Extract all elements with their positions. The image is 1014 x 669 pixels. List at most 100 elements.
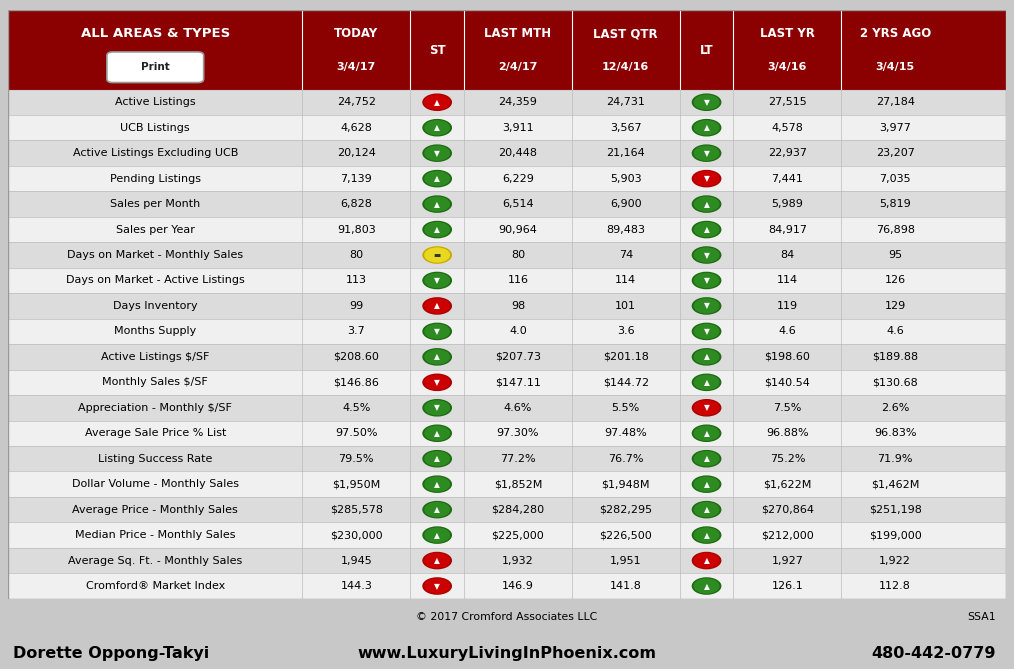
Text: Listing Success Rate: Listing Success Rate	[98, 454, 213, 464]
Bar	[8, 522, 1006, 548]
Bar	[8, 115, 1006, 140]
Text: UCB Listings: UCB Listings	[121, 122, 190, 132]
Circle shape	[694, 553, 720, 568]
Text: LAST QTR: LAST QTR	[593, 27, 658, 40]
Text: $270,864: $270,864	[760, 504, 814, 514]
Circle shape	[692, 527, 721, 544]
Text: 3/4/16: 3/4/16	[768, 62, 807, 72]
Bar	[8, 217, 1006, 242]
Text: ▼: ▼	[434, 276, 440, 285]
Text: 24,359: 24,359	[499, 97, 537, 107]
Text: 71.9%: 71.9%	[877, 454, 913, 464]
Text: Days Inventory: Days Inventory	[113, 301, 198, 311]
Text: Active Listings: Active Listings	[115, 97, 196, 107]
Text: $285,578: $285,578	[330, 504, 383, 514]
Circle shape	[694, 171, 720, 186]
Text: 2/4/17: 2/4/17	[498, 62, 537, 72]
Text: 112.8: 112.8	[879, 581, 911, 591]
Circle shape	[424, 451, 450, 466]
Text: 126: 126	[884, 276, 906, 286]
Text: ▼: ▼	[704, 174, 710, 183]
Circle shape	[424, 197, 450, 211]
Bar	[8, 10, 1006, 90]
Circle shape	[422, 195, 452, 213]
Text: ▼: ▼	[434, 581, 440, 591]
Circle shape	[692, 221, 721, 238]
Text: $1,852M: $1,852M	[494, 479, 542, 489]
Text: 6,828: 6,828	[341, 199, 372, 209]
Circle shape	[692, 145, 721, 162]
Text: Months Supply: Months Supply	[115, 326, 197, 337]
Circle shape	[692, 195, 721, 213]
Circle shape	[424, 553, 450, 568]
Text: 5,989: 5,989	[772, 199, 803, 209]
Text: ▲: ▲	[704, 353, 710, 361]
Circle shape	[422, 348, 452, 366]
Circle shape	[694, 502, 720, 517]
Text: ▲: ▲	[704, 378, 710, 387]
Text: ▼: ▼	[704, 327, 710, 336]
Circle shape	[692, 450, 721, 468]
Bar	[8, 446, 1006, 472]
Text: 5,903: 5,903	[610, 174, 642, 183]
Text: 144.3: 144.3	[341, 581, 372, 591]
Text: Sales per Month: Sales per Month	[111, 199, 201, 209]
Circle shape	[424, 120, 450, 135]
Text: 20,124: 20,124	[337, 148, 376, 158]
Text: ▲: ▲	[434, 123, 440, 132]
Circle shape	[424, 94, 450, 110]
Text: Active Listings Excluding UCB: Active Listings Excluding UCB	[73, 148, 238, 158]
Text: 4,578: 4,578	[772, 122, 803, 132]
Bar	[8, 242, 1006, 268]
Text: $225,000: $225,000	[492, 530, 545, 540]
Bar	[8, 395, 1006, 421]
Text: 97.48%: 97.48%	[604, 428, 647, 438]
Text: LT: LT	[700, 44, 714, 57]
Text: 4.6: 4.6	[779, 326, 796, 337]
Text: Print: Print	[141, 62, 169, 72]
Circle shape	[422, 119, 452, 136]
Circle shape	[422, 373, 452, 391]
Text: Median Price - Monthly Sales: Median Price - Monthly Sales	[75, 530, 235, 540]
Text: ▼: ▼	[704, 250, 710, 260]
Circle shape	[422, 527, 452, 544]
Text: ▲: ▲	[434, 480, 440, 488]
Text: $1,950M: $1,950M	[333, 479, 380, 489]
Text: 4.6%: 4.6%	[504, 403, 532, 413]
Text: 7,441: 7,441	[772, 174, 803, 183]
Circle shape	[694, 273, 720, 288]
Circle shape	[422, 272, 452, 289]
Circle shape	[694, 248, 720, 263]
Text: 23,207: 23,207	[876, 148, 915, 158]
Text: 119: 119	[777, 301, 798, 311]
Text: 96.83%: 96.83%	[874, 428, 917, 438]
Text: 6,900: 6,900	[610, 199, 642, 209]
Text: LAST MTH: LAST MTH	[485, 27, 552, 40]
Text: ▼: ▼	[434, 327, 440, 336]
Circle shape	[424, 425, 450, 441]
Circle shape	[424, 502, 450, 517]
Text: $189.88: $189.88	[872, 352, 919, 362]
Text: ▲: ▲	[434, 199, 440, 209]
Text: ▲: ▲	[434, 302, 440, 310]
Text: Average Sq. Ft. - Monthly Sales: Average Sq. Ft. - Monthly Sales	[68, 555, 242, 565]
Text: ▲: ▲	[704, 429, 710, 438]
Text: ST: ST	[429, 44, 445, 57]
Text: ▲: ▲	[434, 225, 440, 234]
Text: 3,977: 3,977	[879, 122, 911, 132]
Text: ▼: ▼	[434, 149, 440, 158]
Text: 97.30%: 97.30%	[497, 428, 539, 438]
Text: 1,927: 1,927	[772, 555, 803, 565]
Text: 84: 84	[780, 250, 795, 260]
Text: ▼: ▼	[704, 149, 710, 158]
Text: 96.88%: 96.88%	[766, 428, 809, 438]
Text: 1,932: 1,932	[502, 555, 533, 565]
Circle shape	[424, 171, 450, 186]
Circle shape	[692, 348, 721, 366]
Text: 80: 80	[349, 250, 363, 260]
Text: $230,000: $230,000	[330, 530, 382, 540]
Text: ▲: ▲	[434, 531, 440, 540]
Text: ▲: ▲	[704, 531, 710, 540]
Circle shape	[692, 272, 721, 289]
Text: 95: 95	[888, 250, 902, 260]
